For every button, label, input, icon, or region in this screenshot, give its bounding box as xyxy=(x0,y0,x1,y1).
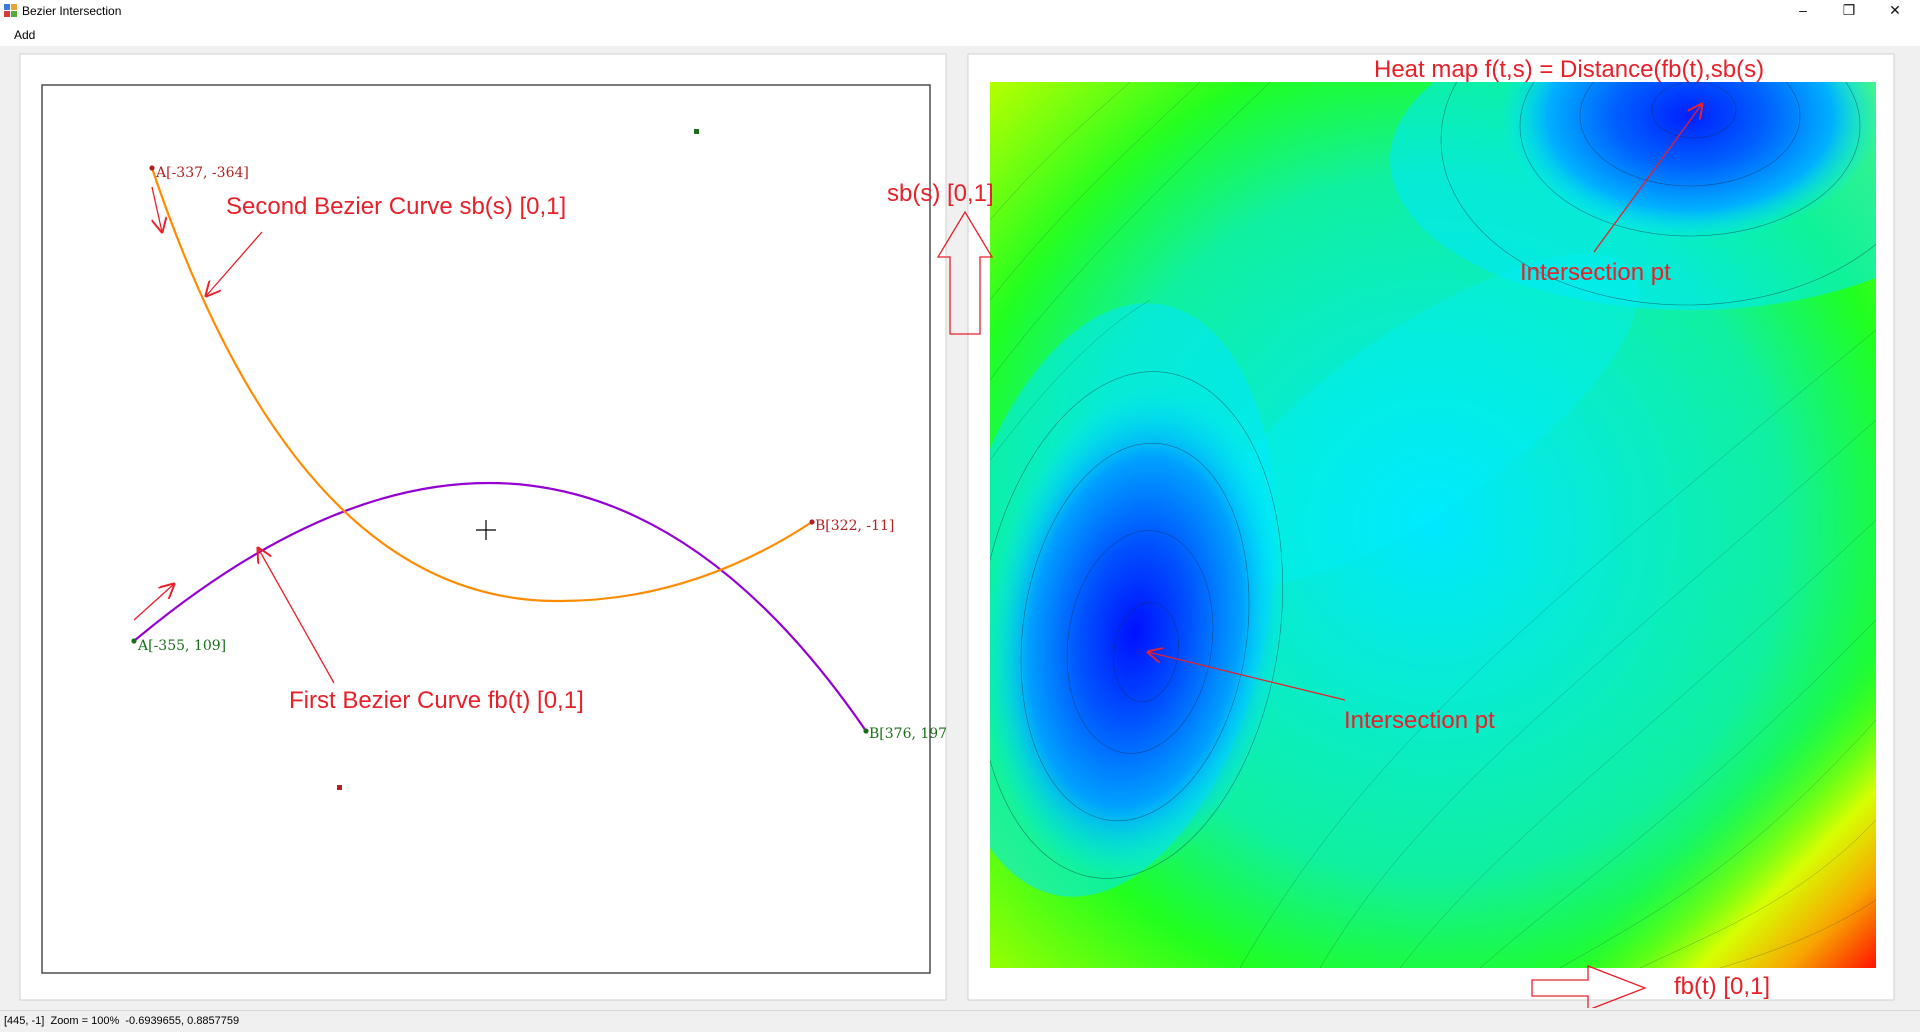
window-title: Bezier Intersection xyxy=(22,4,122,18)
annotation-arrow xyxy=(1148,652,1346,701)
menu-item-add[interactable]: Add xyxy=(14,28,36,42)
app-icon xyxy=(4,4,17,17)
second-curve-end-point[interactable] xyxy=(809,519,815,525)
menu-bar: Add xyxy=(0,22,1920,46)
second-bezier-curve[interactable] xyxy=(150,167,813,603)
annotation-arrow xyxy=(133,584,174,621)
second-curve-control-point[interactable] xyxy=(337,785,342,790)
annotation-arrow xyxy=(258,548,335,684)
status-text: [445, -1] Zoom = 100% -0.6939655, 0.8857… xyxy=(4,1015,240,1027)
right-panel: Heat map f(t,s) = Distance(fb(t),sb(s) I… xyxy=(887,46,1920,1008)
first-curve-control-point[interactable] xyxy=(694,129,699,134)
x-axis-arrow-icon xyxy=(1531,965,1647,1008)
title-bar: Bezier Intersection – ❐ ✕ xyxy=(0,0,1920,22)
annotation-arrow xyxy=(1593,104,1702,253)
status-bar: [445, -1] Zoom = 100% -0.6939655, 0.8857… xyxy=(0,1010,1920,1032)
crosshair-icon xyxy=(476,520,496,540)
intersection-well-1 xyxy=(990,383,1288,881)
annotation-arrow xyxy=(206,231,263,296)
minimize-button[interactable]: – xyxy=(1799,2,1807,18)
second-curve-start-label: A[-337, -364] xyxy=(155,165,249,181)
second-curve-end-label: B[322, -11] xyxy=(815,518,894,534)
heat-map[interactable] xyxy=(900,46,1920,968)
first-curve-end-label: B[376, 197 xyxy=(869,726,947,742)
first-curve-start-point[interactable] xyxy=(131,638,137,644)
heat-map-title: Heat map f(t,s) = Distance(fb(t),sb(s) xyxy=(1374,56,1764,83)
first-curve-start-label: A[-355, 109] xyxy=(137,638,226,654)
x-axis-label: fb(t) [0,1] xyxy=(1674,973,1770,1000)
y-axis-label: sb(s) [0,1] xyxy=(887,180,994,207)
y-axis-arrow-icon xyxy=(936,210,994,335)
annotation-arrow xyxy=(152,186,162,232)
first-curve-end-point[interactable] xyxy=(863,728,869,734)
maximize-button[interactable]: ❐ xyxy=(1842,2,1856,18)
intersection-label-bottom: Intersection pt xyxy=(1344,707,1495,734)
second-curve-start-point[interactable] xyxy=(149,165,155,171)
first-curve-annotation: First Bezier Curve fb(t) [0,1] xyxy=(289,687,584,714)
main-canvas: A[-355, 109] B[376, 197 A[-337, -364] B[… xyxy=(19,46,1920,1008)
left-panel: A[-355, 109] B[376, 197 A[-337, -364] B[… xyxy=(19,53,947,1001)
close-button[interactable]: ✕ xyxy=(1889,2,1901,18)
first-bezier-curve[interactable] xyxy=(133,481,867,732)
second-curve-annotation: Second Bezier Curve sb(s) [0,1] xyxy=(226,193,566,220)
intersection-label-top: Intersection pt xyxy=(1520,259,1671,286)
intersection-well-2 xyxy=(1500,82,1876,241)
